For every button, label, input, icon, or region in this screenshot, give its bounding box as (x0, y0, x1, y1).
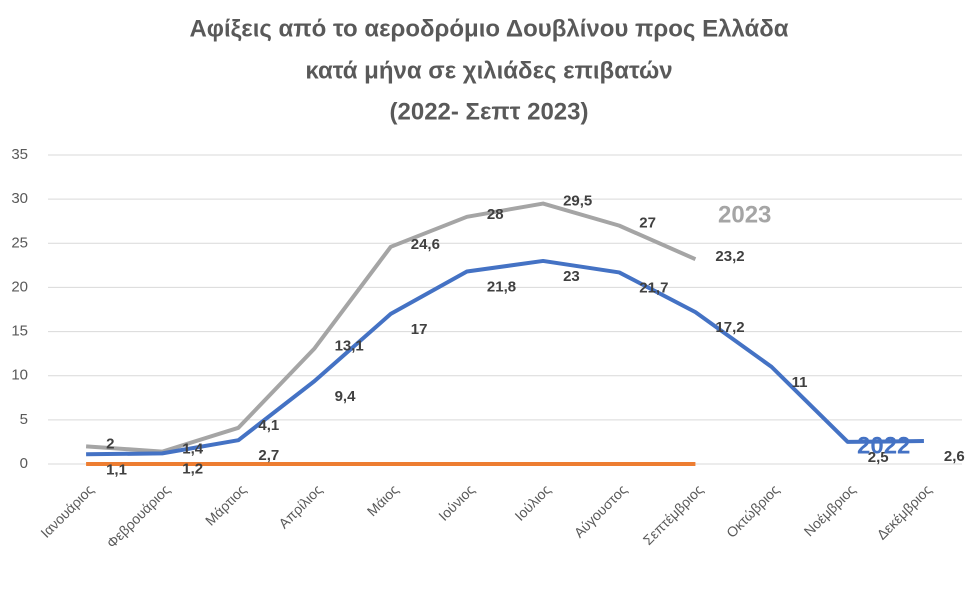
data-label: 23 (563, 268, 580, 285)
x-tick-label: Ιανουάριος (37, 481, 97, 541)
data-label: 2 (106, 435, 114, 452)
x-tick-label: Οκτώβριος (723, 481, 782, 540)
data-label: 27 (639, 215, 656, 232)
y-tick-label: 15 (11, 323, 28, 340)
y-tick-label: 5 (20, 411, 28, 428)
chart-title: (2022- Σεπτ 2023) (390, 98, 589, 125)
data-label: 24,6 (411, 236, 440, 253)
x-tick-label: Μάρτιος (202, 481, 249, 528)
y-tick-label: 30 (11, 190, 28, 207)
x-tick-label: Σεπτέμβριος (640, 481, 707, 548)
x-tick-label: Φεβρουάριος (103, 481, 173, 551)
data-label: 21,7 (639, 279, 668, 296)
series-line (86, 258, 924, 457)
data-label: 17 (411, 321, 428, 338)
data-label: 9,4 (335, 388, 357, 405)
x-tick-label: Αύγουστος (571, 481, 631, 541)
data-label: 2,5 (868, 449, 889, 466)
data-label: 13,1 (335, 337, 364, 354)
data-label: 1,1 (106, 461, 127, 478)
data-label: 29,5 (563, 193, 592, 210)
x-tick-label: Ιούλιος (511, 481, 554, 524)
data-label: 1,4 (182, 441, 204, 458)
data-label: 4,1 (258, 417, 279, 434)
y-tick-label: 0 (20, 455, 28, 472)
chart-title: Αφίξεις από το αεροδρόμιο Δουβλίνου προς… (189, 15, 788, 42)
x-tick-label: Ιούνιος (435, 481, 478, 524)
series-line (85, 201, 697, 454)
y-tick-label: 20 (11, 278, 28, 295)
x-tick-label: Απρίλιος (275, 481, 325, 531)
data-label: 11 (792, 374, 808, 391)
x-tick-label: Μάιος (364, 481, 402, 519)
chart-title: κατά μήνα σε χιλιάδες επιβατών (305, 57, 672, 84)
x-tick-label: Δεκέμβριος (873, 481, 934, 542)
data-label: 17,2 (715, 319, 744, 336)
data-label: 2,7 (258, 447, 279, 464)
y-tick-label: 10 (11, 367, 28, 384)
y-tick-label: 35 (11, 146, 28, 163)
data-label: 23,2 (715, 248, 744, 265)
x-tick-label: Νοέμβριος (801, 481, 859, 539)
series-label: 2022 (857, 432, 910, 459)
series-label: 2023 (718, 201, 771, 228)
y-tick-label: 25 (11, 234, 28, 251)
data-label: 21,8 (487, 279, 516, 296)
data-label: 2,6 (944, 448, 965, 465)
data-label: 1,2 (182, 460, 203, 477)
data-label: 28 (487, 206, 504, 223)
